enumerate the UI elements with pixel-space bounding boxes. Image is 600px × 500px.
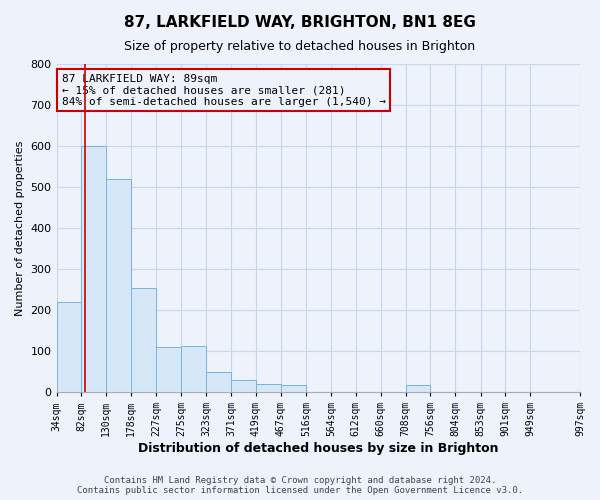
Bar (157, 347, 181, 392)
Text: 87, LARKFIELD WAY, BRIGHTON, BN1 8EG: 87, LARKFIELD WAY, BRIGHTON, BN1 8EG (124, 15, 476, 30)
Text: 87 LARKFIELD WAY: 89sqm
← 15% of detached houses are smaller (281)
84% of semi-d: 87 LARKFIELD WAY: 89sqm ← 15% of detache… (62, 74, 386, 107)
X-axis label: Distribution of detached houses by size in Brighton: Distribution of detached houses by size … (138, 442, 499, 455)
Bar (181, 346, 206, 392)
Y-axis label: Number of detached properties: Number of detached properties (15, 140, 25, 316)
Bar (106, 179, 131, 392)
Bar (406, 385, 430, 392)
Bar (82, 146, 106, 392)
Bar (56, 302, 82, 392)
Bar (256, 384, 281, 392)
Bar (206, 372, 231, 392)
Bar (131, 288, 157, 392)
Bar (231, 380, 256, 392)
Bar (281, 385, 306, 392)
Text: Size of property relative to detached houses in Brighton: Size of property relative to detached ho… (124, 40, 476, 53)
Text: Contains HM Land Registry data © Crown copyright and database right 2024.
Contai: Contains HM Land Registry data © Crown c… (77, 476, 523, 495)
